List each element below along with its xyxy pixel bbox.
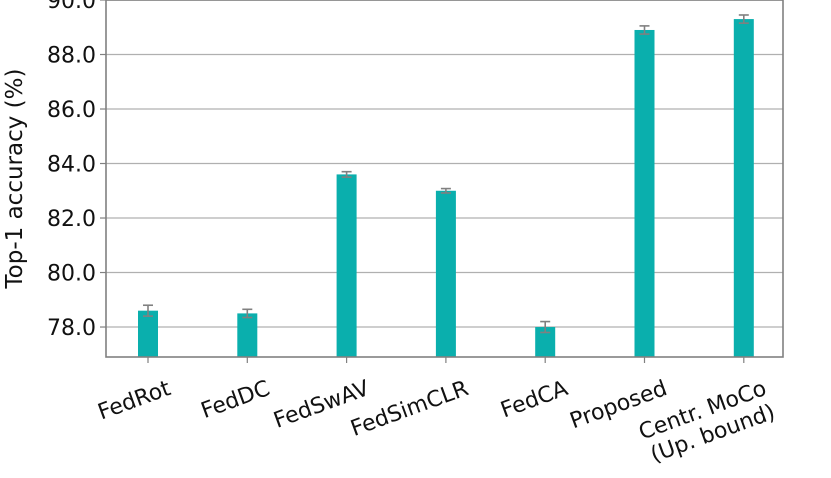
- y-tick-label: 80.0: [47, 262, 96, 287]
- bar: [435, 190, 456, 357]
- bar: [336, 174, 357, 357]
- y-tick-label: 90.0: [47, 0, 96, 14]
- y-tick-label: 78.0: [47, 316, 96, 341]
- error-bar: [143, 304, 153, 317]
- y-tick-label: 84.0: [47, 153, 96, 178]
- plot-frame: [105, 0, 784, 358]
- error-bar: [341, 170, 352, 178]
- bar: [733, 19, 754, 358]
- error-bar: [242, 308, 253, 319]
- error-bar: [639, 25, 650, 35]
- y-tick-label: 88.0: [47, 44, 96, 69]
- y-axis-ticks: 78.0 80.0 82.0 84.0 86.0 88.0 90.0: [47, 0, 106, 341]
- x-tick-label: FedDC: [198, 376, 274, 424]
- bar: [237, 313, 258, 357]
- error-bar: [540, 320, 551, 334]
- bar: [535, 327, 556, 357]
- y-axis-label: Top-1 accuracy (%): [2, 69, 28, 290]
- x-tick-label: FedRot: [95, 376, 175, 425]
- bars: [138, 19, 754, 358]
- bar: [138, 310, 158, 357]
- y-tick-label: 86.0: [47, 98, 96, 123]
- error-bar: [440, 187, 451, 194]
- y-tick-label: 82.0: [47, 207, 96, 232]
- error-bar: [738, 14, 749, 24]
- error-bars: [143, 14, 749, 334]
- x-tick-label: FedCA: [498, 376, 572, 423]
- bar: [634, 29, 655, 357]
